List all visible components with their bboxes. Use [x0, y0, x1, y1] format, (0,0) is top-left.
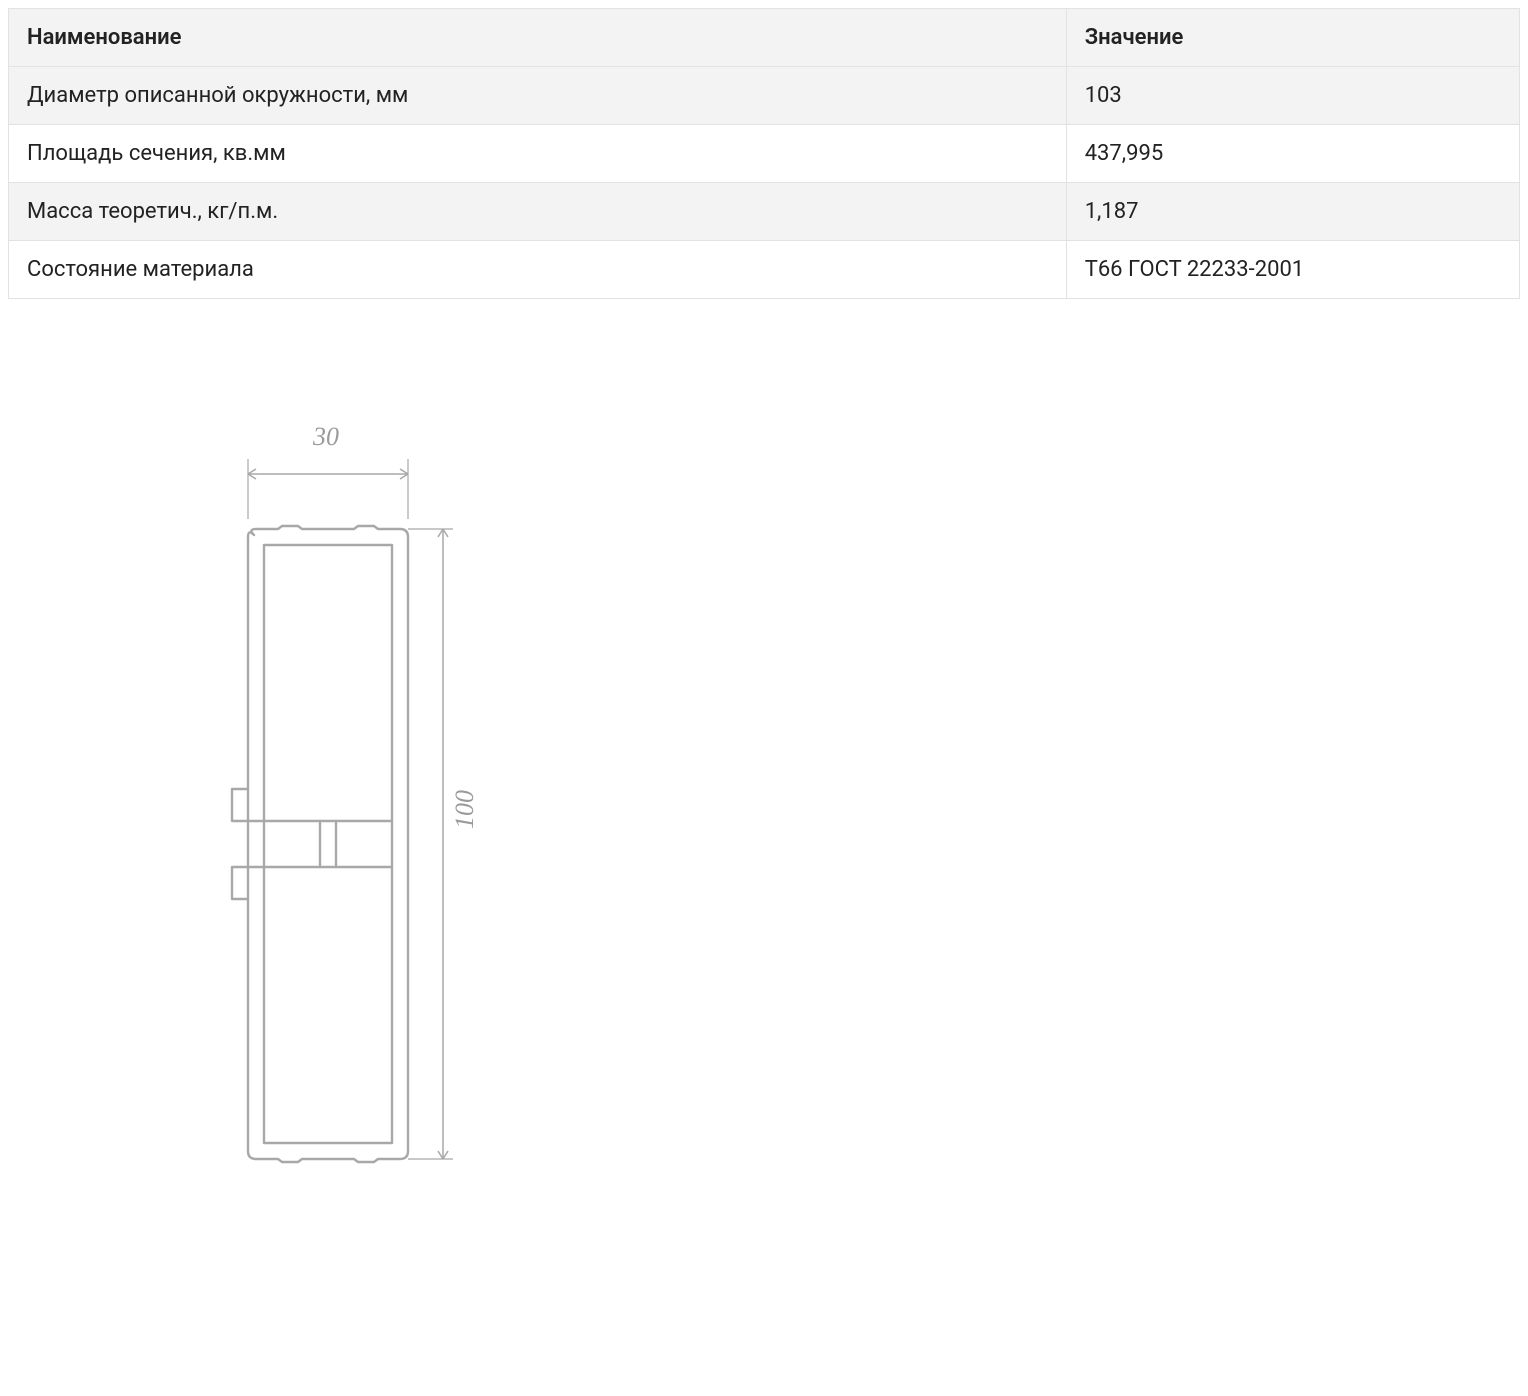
row-label: Состояние материала [9, 241, 1067, 299]
table-row: Площадь сечения, кв.мм437,995 [9, 125, 1520, 183]
profile-web-bottom [336, 821, 392, 867]
dim-width-label: 30 [312, 422, 339, 451]
spec-table: Наименование Значение Диаметр описанной … [8, 8, 1520, 299]
spec-table-header-row: Наименование Значение [9, 9, 1520, 67]
row-value: 103 [1066, 67, 1519, 125]
row-label: Площадь сечения, кв.мм [9, 125, 1067, 183]
header-value: Значение [1066, 9, 1519, 67]
dim-height-label: 100 [450, 790, 479, 829]
row-label: Масса теоретич., кг/п.м. [9, 183, 1067, 241]
profile-web-top [264, 821, 320, 867]
table-row: Масса теоретич., кг/п.м.1,187 [9, 183, 1520, 241]
profile-outer [248, 526, 408, 1162]
row-label: Диаметр описанной окружности, мм [9, 67, 1067, 125]
table-row: Диаметр описанной окружности, мм103 [9, 67, 1520, 125]
spec-table-body: Диаметр описанной окружности, мм103Площа… [9, 67, 1520, 299]
table-row: Состояние материалаТ66 ГОСТ 22233-2001 [9, 241, 1520, 299]
row-value: Т66 ГОСТ 22233-2001 [1066, 241, 1519, 299]
profile-inner [264, 545, 392, 1143]
technical-drawing: 30 100 [8, 419, 1520, 1199]
row-value: 437,995 [1066, 125, 1519, 183]
row-value: 1,187 [1066, 183, 1519, 241]
profile-drawing-svg: 30 100 [208, 419, 528, 1199]
header-name: Наименование [9, 9, 1067, 67]
